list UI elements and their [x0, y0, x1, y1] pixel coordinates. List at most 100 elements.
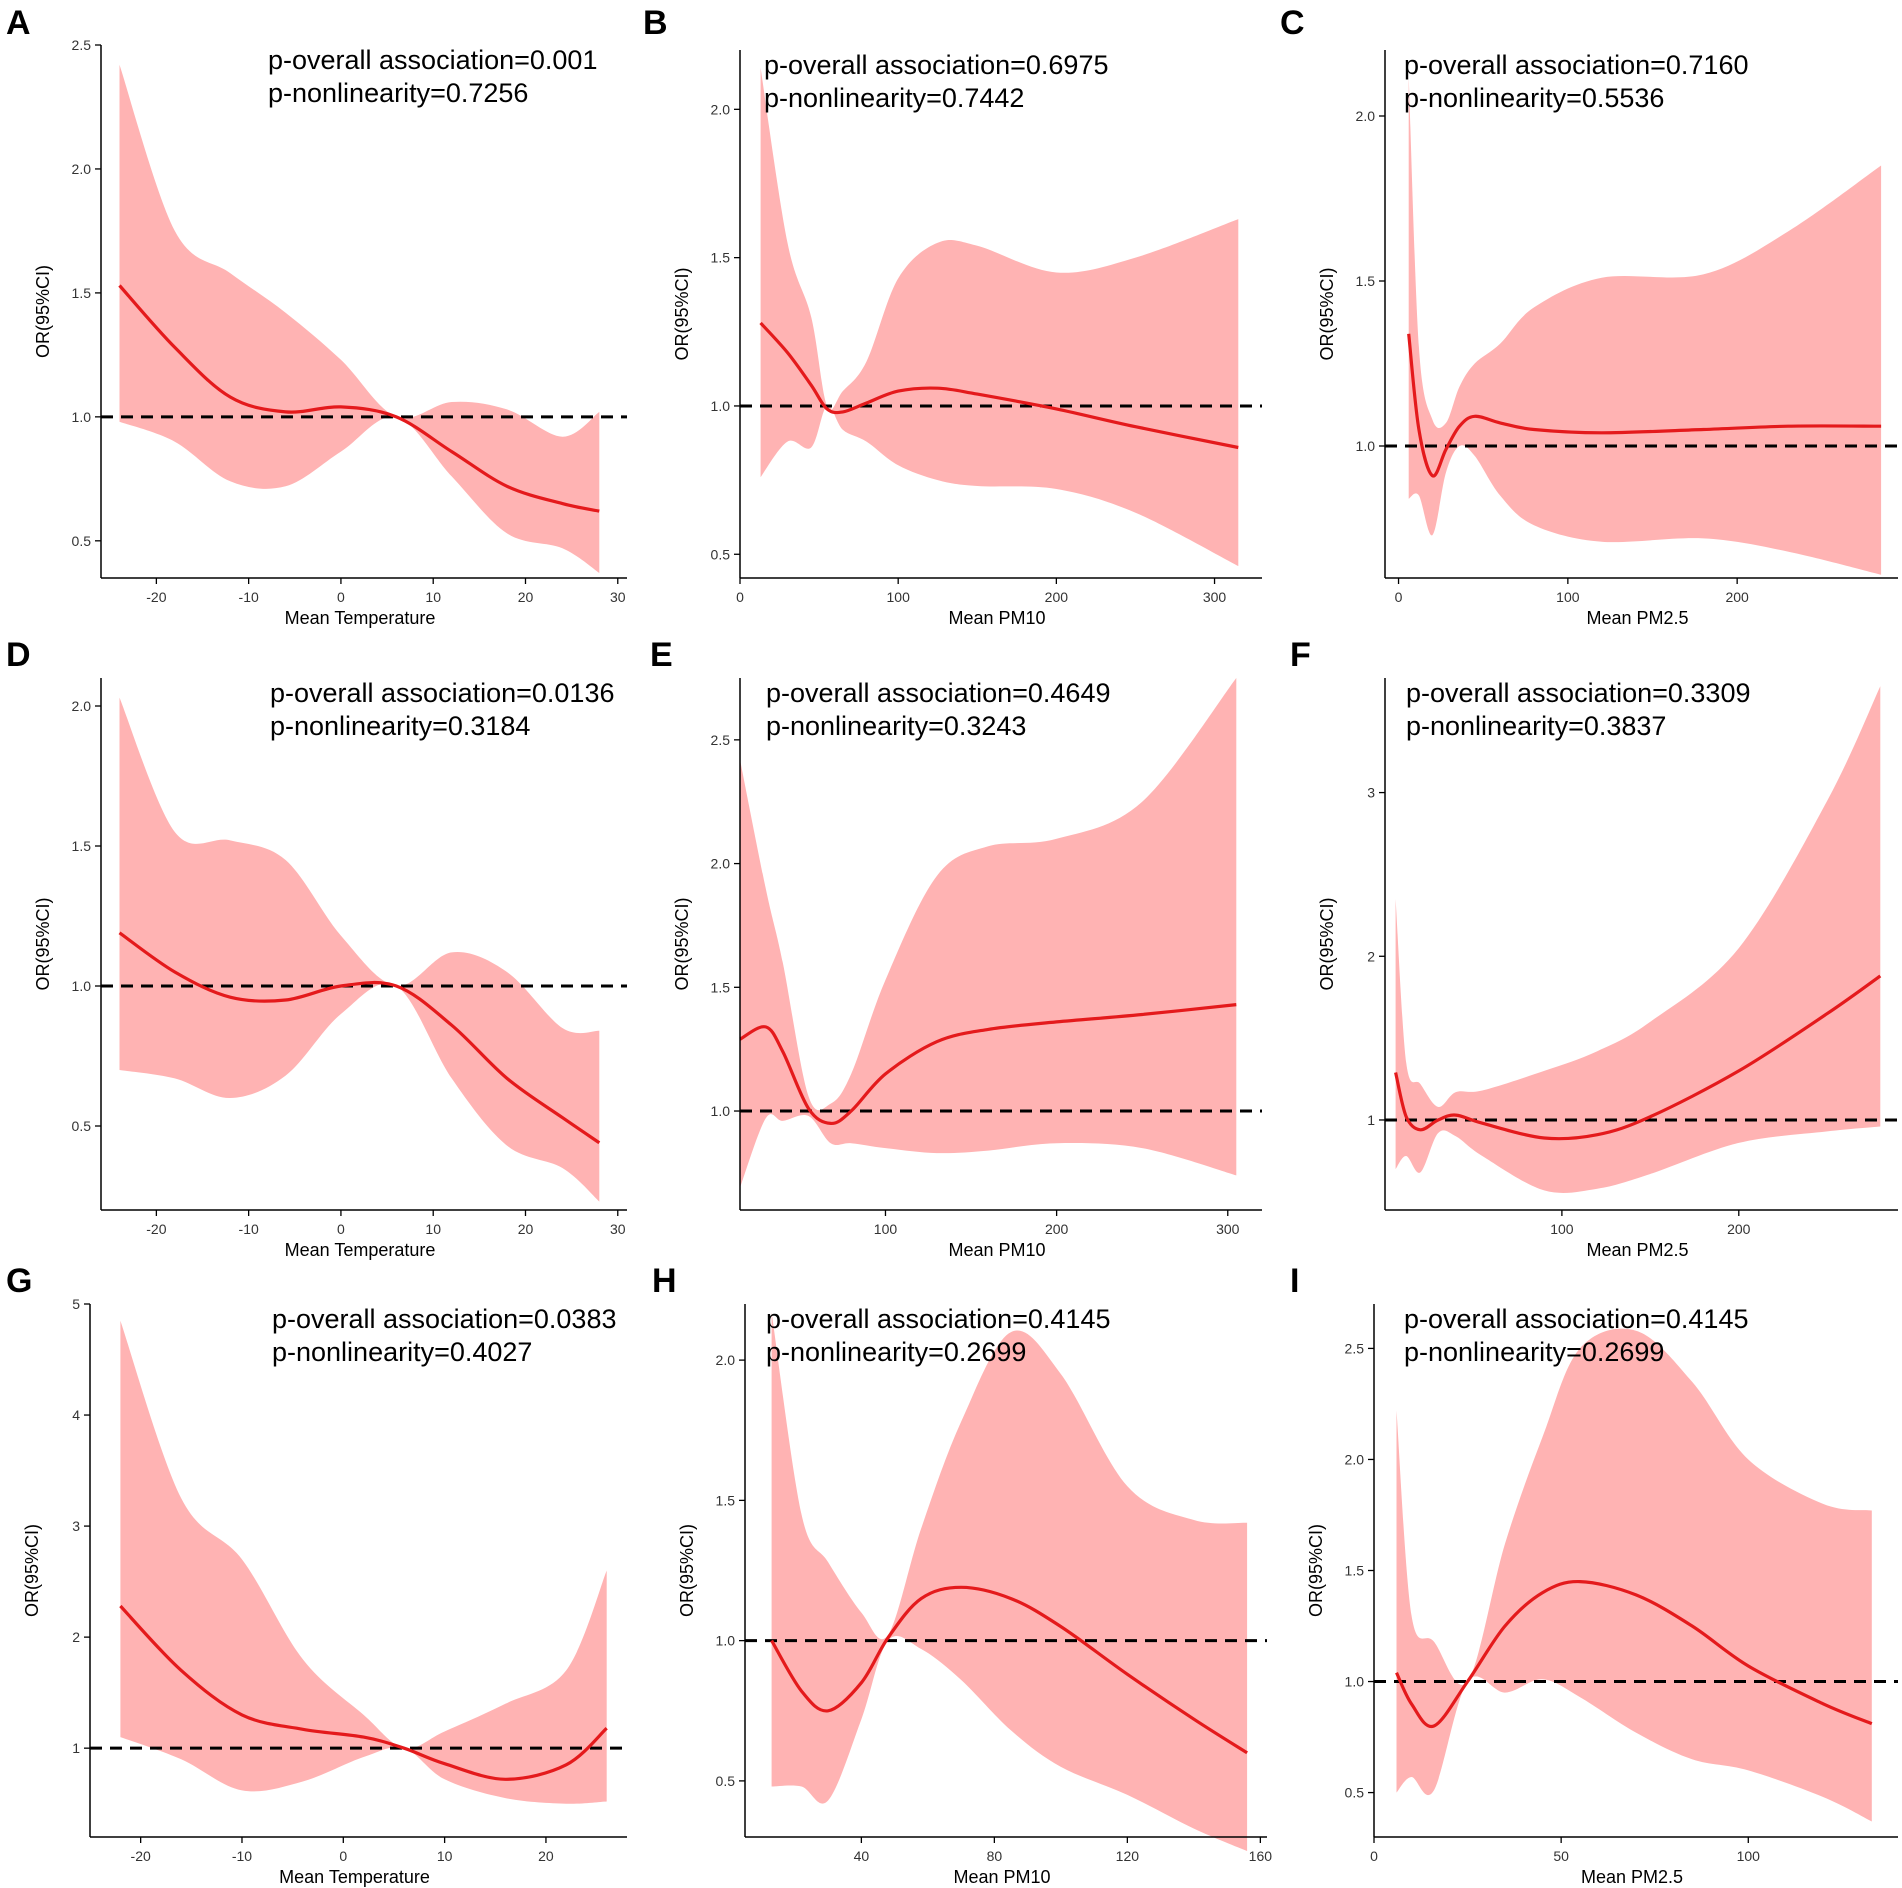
- x-tick-label: 200: [1045, 589, 1069, 605]
- y-axis-title: OR(95%CI): [33, 897, 53, 990]
- x-tick-label: 300: [1203, 589, 1227, 605]
- x-tick-label: 100: [1550, 1221, 1574, 1237]
- p-nonlinearity-annotation: p-nonlinearity=0.3837: [1406, 711, 1666, 741]
- x-axis-title: Mean Temperature: [285, 608, 436, 628]
- p-overall-annotation: p-overall association=0.0136: [270, 678, 614, 708]
- y-tick-label: 2.5: [711, 732, 731, 748]
- x-tick-label: 0: [1370, 1848, 1378, 1864]
- y-tick-label: 1.0: [1356, 438, 1376, 454]
- y-tick-label: 1.0: [716, 1633, 736, 1649]
- y-tick-label: 1.0: [711, 1103, 731, 1119]
- or-line: [1394, 974, 1882, 1141]
- y-tick-label: 2.0: [711, 856, 731, 872]
- x-tick-label: -10: [239, 1221, 259, 1237]
- p-nonlinearity-annotation: p-nonlinearity=0.3243: [766, 711, 1026, 741]
- p-nonlinearity-annotation: p-nonlinearity=0.2699: [766, 1337, 1026, 1367]
- y-tick-label: 1.5: [711, 979, 731, 995]
- x-tick-label: 0: [337, 1221, 345, 1237]
- x-axis-title: Mean PM10: [953, 1867, 1050, 1887]
- panel-g: 1 2 3 4 5 -20 -10 0 10 20 Mean Temperature OR(95%CI…: [6, 1262, 627, 1887]
- y-tick-label: 0.5: [711, 546, 731, 562]
- p-overall-annotation: p-overall association=0.0383: [272, 1304, 616, 1334]
- p-overall-annotation: p-overall association=0.4145: [766, 1304, 1110, 1334]
- or-line: [119, 1604, 608, 1781]
- p-overall-annotation: p-overall association=0.4145: [1404, 1304, 1748, 1334]
- y-tick-label: 3: [72, 1518, 80, 1534]
- x-tick-label: 0: [736, 589, 744, 605]
- x-tick-label: 0: [339, 1848, 347, 1864]
- y-axis-title: OR(95%CI): [677, 1524, 697, 1617]
- or-line: [1407, 333, 1882, 478]
- x-tick-label: 10: [437, 1848, 453, 1864]
- x-tick-label: -20: [146, 589, 166, 605]
- y-tick-label: 2.0: [711, 101, 731, 117]
- x-tick-label: 100: [1737, 1848, 1761, 1864]
- or-line: [118, 284, 600, 513]
- x-tick-label: -20: [146, 1221, 166, 1237]
- y-axis-title: OR(95%CI): [22, 1524, 42, 1617]
- y-tick-label: 2.0: [72, 698, 92, 714]
- panel-f: 1 2 3 100 200 Mean PM2.5 OR(95%CI) p-overall as…: [1290, 636, 1898, 1260]
- panel-h: 0.5 1.0 1.5 2.0 40 80 120 160 Mean PM10 OR(95%CI)…: [652, 1262, 1272, 1887]
- y-tick-label: 3: [1367, 785, 1375, 801]
- panel-a: 0.5 1.0 1.5 2.0 2.5 -20 -10 0 10 20 30 Mean Tempera…: [6, 4, 627, 628]
- x-tick-label: 200: [1725, 589, 1749, 605]
- y-tick-label: 2.0: [1356, 108, 1376, 124]
- p-nonlinearity-annotation: p-nonlinearity=0.2699: [1404, 1337, 1664, 1367]
- panel-letter: B: [643, 4, 668, 42]
- ci-band: [1396, 1328, 1872, 1822]
- panel-letter: E: [650, 636, 673, 674]
- panel-b: 0.5 1.0 1.5 2.0 0 100 200 300 Mean PM10 OR(95%CI)…: [643, 4, 1262, 628]
- x-tick-label: 30: [610, 589, 626, 605]
- x-axis-title: Mean PM2.5: [1586, 1240, 1688, 1260]
- x-tick-label: 20: [518, 1221, 534, 1237]
- y-axis-title: OR(95%CI): [672, 897, 692, 990]
- x-tick-label: 100: [887, 589, 911, 605]
- y-tick-label: 2: [72, 1629, 80, 1645]
- panel-letter: I: [1290, 1262, 1299, 1300]
- p-overall-annotation: p-overall association=0.001: [268, 45, 597, 75]
- y-tick-label: 0.5: [1345, 1785, 1365, 1801]
- or-line: [118, 931, 601, 1145]
- panel-letter: H: [652, 1262, 677, 1300]
- y-tick-label: 2.5: [1345, 1340, 1365, 1356]
- y-tick-label: 2: [1367, 948, 1375, 964]
- p-overall-annotation: p-overall association=0.7160: [1404, 50, 1748, 80]
- or-line: [770, 1585, 1248, 1755]
- y-tick-label: 1.5: [716, 1492, 736, 1508]
- y-tick-label: 1.0: [711, 398, 731, 414]
- y-tick-label: 5: [72, 1296, 80, 1312]
- x-tick-label: 200: [1045, 1221, 1069, 1237]
- y-tick-label: 2.0: [72, 161, 92, 177]
- x-axis-title: Mean PM2.5: [1581, 1867, 1683, 1887]
- y-axis-title: OR(95%CI): [1306, 1524, 1326, 1617]
- x-tick-label: 20: [538, 1848, 554, 1864]
- y-axis-title: OR(95%CI): [1317, 267, 1337, 360]
- x-tick-label: 300: [1216, 1221, 1240, 1237]
- y-tick-label: 1: [1367, 1112, 1375, 1128]
- ci-band: [1408, 76, 1882, 575]
- p-nonlinearity-annotation: p-nonlinearity=0.3184: [270, 711, 530, 741]
- or-line: [759, 321, 1239, 450]
- ci-band: [740, 678, 1237, 1188]
- x-axis-title: Mean Temperature: [285, 1240, 436, 1260]
- x-axis-title: Mean PM2.5: [1586, 608, 1688, 628]
- ci-band: [119, 697, 600, 1202]
- ci-band: [760, 67, 1239, 567]
- y-tick-label: 2.0: [1345, 1451, 1365, 1467]
- panel-letter: F: [1290, 636, 1311, 674]
- x-tick-label: 200: [1727, 1221, 1751, 1237]
- p-overall-annotation: p-overall association=0.3309: [1406, 678, 1750, 708]
- p-nonlinearity-annotation: p-nonlinearity=0.5536: [1404, 83, 1664, 113]
- panel-letter: G: [6, 1262, 32, 1300]
- x-tick-label: 0: [1395, 589, 1403, 605]
- ci-band: [120, 1320, 607, 1804]
- y-tick-label: 1.0: [1345, 1674, 1365, 1690]
- x-tick-label: 40: [854, 1848, 870, 1864]
- p-nonlinearity-annotation: p-nonlinearity=0.7256: [268, 78, 528, 108]
- x-tick-label: -10: [232, 1848, 252, 1864]
- y-tick-label: 2.0: [716, 1352, 736, 1368]
- y-tick-label: 1.5: [72, 838, 92, 854]
- y-axis-title: OR(95%CI): [1317, 897, 1337, 990]
